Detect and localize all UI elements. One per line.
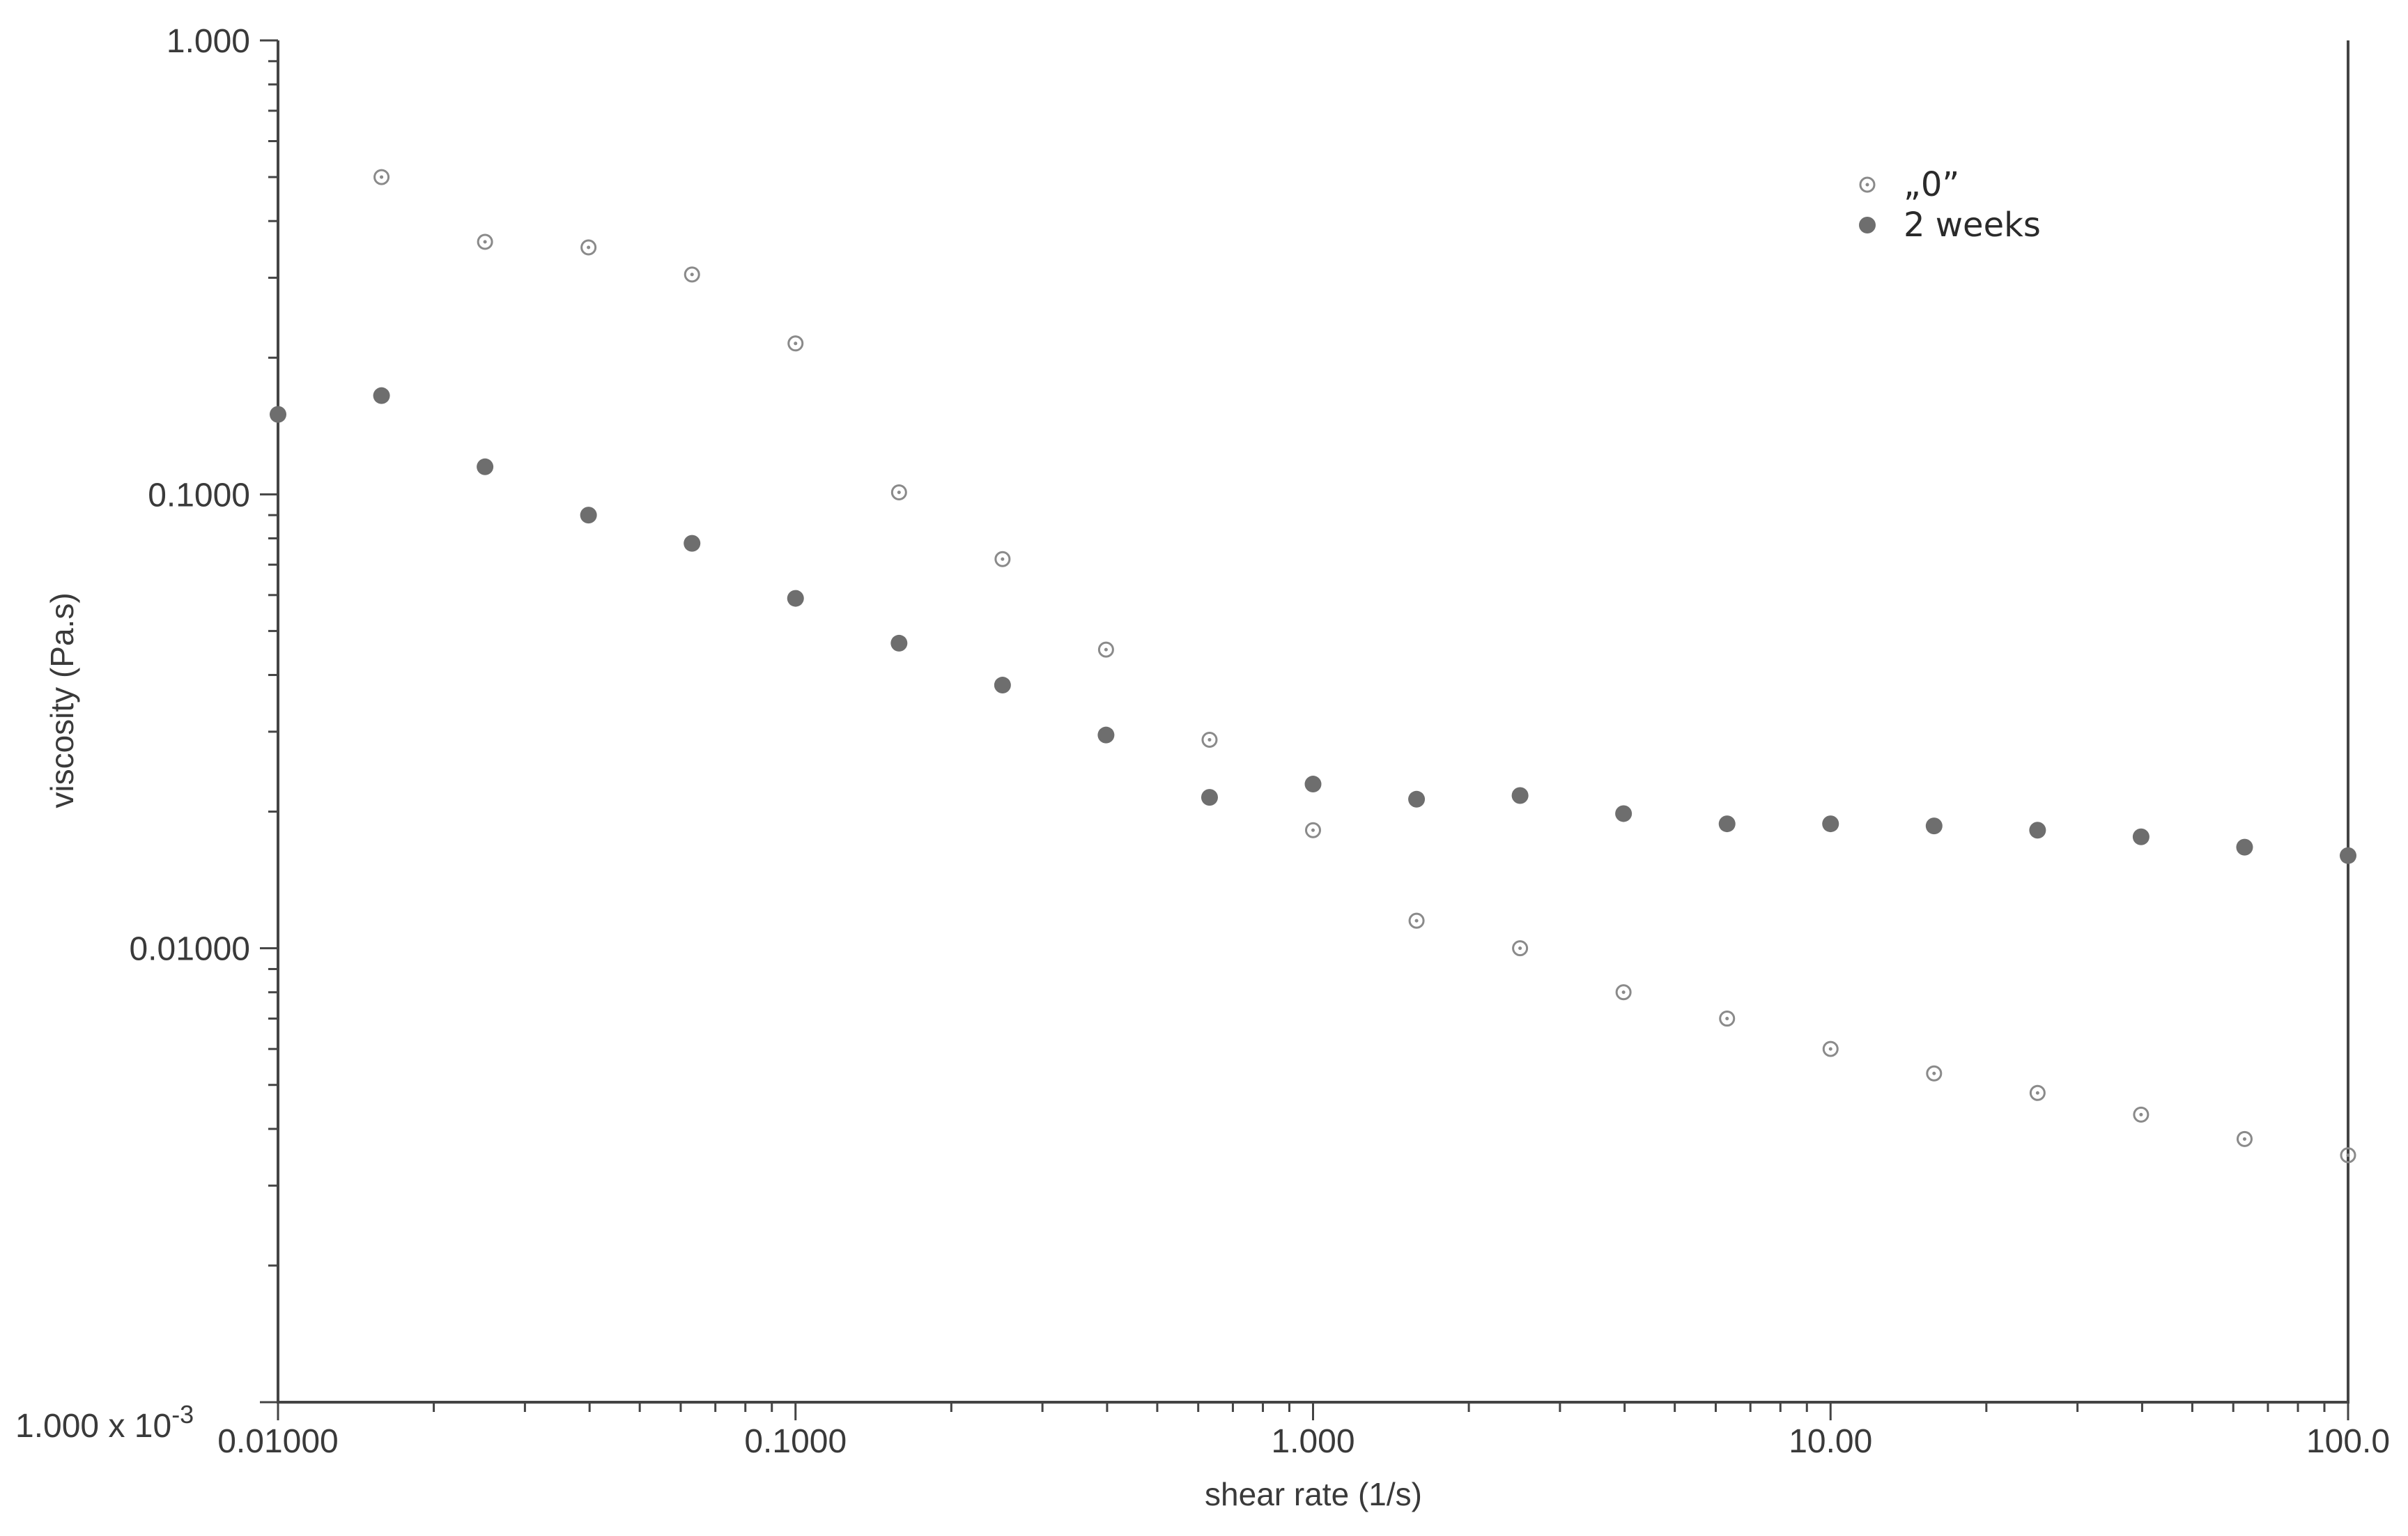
legend-marker bbox=[1859, 217, 1876, 233]
data-point bbox=[2132, 828, 2150, 845]
data-point bbox=[1615, 984, 1632, 1001]
data-point bbox=[2029, 1084, 2046, 1101]
data-point-center bbox=[1104, 647, 1108, 652]
data-point bbox=[2236, 1130, 2253, 1147]
data-point bbox=[477, 233, 493, 250]
data-point bbox=[1822, 815, 1839, 833]
y-tick-label: 1.000 bbox=[167, 23, 250, 60]
data-point bbox=[684, 266, 700, 283]
data-point-center bbox=[587, 245, 591, 249]
data-point bbox=[1201, 789, 1218, 806]
y-tick-label: 0.1000 bbox=[148, 477, 250, 514]
data-point bbox=[994, 677, 1011, 694]
y-tick-label-min: 1.000 x 10-3 bbox=[15, 1400, 194, 1445]
data-point bbox=[373, 387, 390, 404]
data-point bbox=[580, 507, 597, 524]
y-axis-title: viscosity (Pa.s) bbox=[44, 592, 80, 808]
data-point-center bbox=[2139, 1112, 2143, 1116]
x-tick-label: 0.1000 bbox=[744, 1423, 847, 1460]
data-point-center bbox=[1414, 919, 1419, 923]
data-point bbox=[2340, 1147, 2356, 1164]
data-point-center bbox=[483, 240, 487, 244]
data-point bbox=[580, 239, 597, 256]
data-point bbox=[1615, 805, 1633, 822]
data-point-center bbox=[897, 491, 901, 495]
data-point bbox=[1097, 641, 1114, 658]
data-point bbox=[2029, 822, 2046, 839]
data-point-center bbox=[380, 175, 384, 179]
data-point bbox=[373, 169, 390, 185]
data-point bbox=[1511, 787, 1529, 804]
data-point bbox=[2133, 1106, 2150, 1123]
series-two-weeks bbox=[270, 387, 2356, 864]
legend: „0”2 weeks bbox=[1859, 165, 2041, 245]
tick-labels: 0.01000 0.1000 1.000 10.00 100.0 1.000 0.1000 0… bbox=[15, 23, 2390, 1460]
data-point bbox=[477, 458, 494, 475]
x-axis-title: shear rate (1/s) bbox=[1205, 1476, 1422, 1512]
data-point-center bbox=[1621, 990, 1626, 994]
data-point-center bbox=[1828, 1047, 1832, 1051]
data-point-center bbox=[1207, 737, 1212, 742]
legend-marker-center bbox=[1865, 183, 1869, 187]
data-point bbox=[1408, 912, 1425, 929]
data-point bbox=[1304, 776, 1322, 793]
x-tick-label: 100.0 bbox=[2306, 1423, 2390, 1460]
data-point-center bbox=[2346, 1153, 2350, 1158]
x-tick-label: 1.000 bbox=[1271, 1423, 1354, 1460]
data-point-center bbox=[794, 341, 798, 346]
data-point-center bbox=[2242, 1137, 2246, 1141]
data-point bbox=[684, 535, 701, 552]
legend-label: „0” bbox=[1904, 165, 1959, 204]
legend-label: 2 weeks bbox=[1904, 206, 2041, 245]
data-point-center bbox=[1311, 828, 1315, 832]
data-point bbox=[787, 590, 804, 607]
data-point bbox=[2340, 847, 2356, 864]
tick-marks bbox=[260, 39, 2349, 1420]
data-point-center bbox=[1518, 946, 1522, 951]
data-point-center bbox=[1001, 557, 1005, 561]
data-point bbox=[1822, 1040, 1839, 1057]
data-point bbox=[270, 406, 286, 423]
data-point bbox=[890, 484, 907, 501]
data-point-center bbox=[690, 272, 694, 277]
data-point bbox=[1925, 817, 1943, 835]
data-point-center bbox=[2035, 1091, 2039, 1095]
data-point bbox=[1512, 940, 1529, 957]
y-tick-label: 0.01000 bbox=[129, 931, 250, 968]
data-point bbox=[787, 335, 804, 352]
x-tick-label: 0.01000 bbox=[217, 1423, 339, 1460]
data-point bbox=[1097, 726, 1115, 744]
series-zero bbox=[373, 169, 2356, 1164]
data-point-center bbox=[1932, 1071, 1936, 1075]
data-point bbox=[1926, 1065, 1943, 1082]
x-tick-label: 10.00 bbox=[1789, 1423, 1872, 1460]
data-point bbox=[994, 551, 1011, 567]
data-point bbox=[1719, 1011, 1736, 1027]
axes bbox=[277, 40, 2349, 1404]
legend-marker bbox=[1859, 176, 1876, 193]
data-point bbox=[2236, 838, 2253, 856]
data-point-center bbox=[1725, 1017, 1729, 1021]
data-markers bbox=[270, 169, 2356, 1164]
data-point bbox=[1305, 822, 1321, 838]
data-point bbox=[1201, 731, 1218, 748]
data-point bbox=[1718, 815, 1736, 833]
data-point bbox=[1408, 790, 1426, 808]
data-point bbox=[890, 634, 908, 652]
